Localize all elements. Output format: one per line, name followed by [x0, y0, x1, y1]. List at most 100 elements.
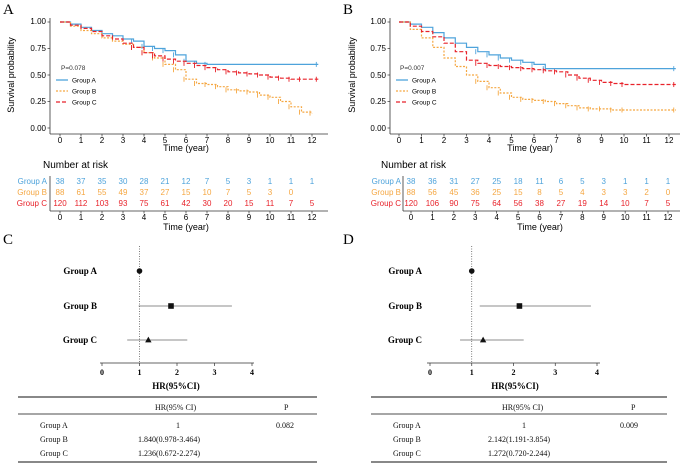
forest-row-label-b: Group B — [388, 301, 422, 311]
risk-value-a: 7 — [205, 177, 210, 186]
risk-value-a: 27 — [471, 177, 480, 186]
table-row-group: Group B — [393, 435, 421, 444]
risk-value-a: 5 — [580, 177, 585, 186]
risk-value-b: 4 — [580, 188, 585, 197]
km-panel-a: A Survival probability 0.00 0.25 0.50 0.… — [3, 2, 328, 232]
risk-x-tick-label: 1 — [79, 213, 84, 222]
risk-x-tick-label: 10 — [621, 213, 630, 222]
risk-x-tick-label: 5 — [163, 213, 168, 222]
table-header-p: P — [631, 403, 636, 412]
risk-value-a: 1 — [289, 177, 294, 186]
km-x-tick-label: 0 — [58, 136, 63, 145]
risk-value-b: 49 — [119, 188, 128, 197]
risk-row-name-b: Group B — [371, 188, 401, 197]
risk-value-b: 0 — [666, 188, 671, 197]
forest-row-label-c: Group C — [388, 335, 422, 345]
risk-value-a: 12 — [182, 177, 191, 186]
forest-x-tick-label: 1 — [470, 368, 474, 377]
km-curve-group-b — [399, 21, 676, 111]
legend-label-a: Group A — [72, 78, 97, 85]
km-y-tick: 0.00 — [30, 124, 46, 133]
km-x-ticks: 0 1 2 3 4 5 6 7 8 9 10 11 12 — [397, 134, 674, 145]
table-row-hr: 1 — [522, 421, 526, 430]
legend-label-b: Group B — [412, 89, 436, 96]
km-x-tick-label: 8 — [577, 136, 582, 145]
risk-x-ticks: 0 1 2 3 4 5 6 7 8 9 10 11 12 — [58, 211, 317, 222]
km-x-tick-label: 11 — [642, 136, 651, 145]
risk-value-c: 19 — [578, 199, 587, 208]
risk-row-name-c: Group C — [371, 199, 401, 208]
forest-marks — [460, 246, 591, 363]
risk-x-tick-label: 3 — [121, 213, 126, 222]
risk-value-c: 90 — [449, 199, 458, 208]
km-x-tick-label: 9 — [247, 136, 252, 145]
risk-value-c: 38 — [535, 199, 544, 208]
km-x-tick-label: 1 — [419, 136, 424, 145]
risk-value-b: 37 — [140, 188, 149, 197]
table-row-hr: 2.142(1.191-3.854) — [488, 435, 550, 444]
forest-panel-d: D Group A Group B Group C 0 1 2 3 4 HR(95%CI… — [343, 232, 667, 463]
km-panel-b: B Survival probability 0.00 0.25 0.50 0.… — [343, 2, 680, 232]
risk-row-name-c: Group C — [17, 199, 47, 208]
risk-value-b: 0 — [289, 188, 294, 197]
forest-row-label-c: Group C — [63, 335, 97, 345]
table-row-group: Group B — [40, 435, 68, 444]
km-x-tick-label: 12 — [308, 136, 317, 145]
risk-value-c: 106 — [426, 199, 440, 208]
risk-x-tick-label: 2 — [452, 213, 457, 222]
hr-table: HR(95% CI) P Group A 1 0.009 Group B 2.1… — [371, 396, 667, 463]
risk-value-c: 15 — [245, 199, 254, 208]
risk-value-b: 88 — [407, 188, 416, 197]
forest-x-ticks: 0 1 2 3 4 — [100, 363, 254, 377]
risk-value-c: 42 — [182, 199, 191, 208]
risk-x-tick-label: 7 — [205, 213, 210, 222]
forest-panel-c: C Group A Group B Group C 0 1 2 3 4 HR(95%CI… — [3, 232, 317, 463]
forest-x-tick-label: 4 — [250, 368, 254, 377]
risk-value-c: 11 — [266, 199, 275, 208]
risk-row-name-a: Group A — [372, 177, 402, 186]
risk-value-a: 21 — [161, 177, 170, 186]
forest-row-label-a: Group A — [388, 266, 422, 276]
risk-value-b: 55 — [98, 188, 107, 197]
forest-row-label-a: Group A — [63, 266, 97, 276]
km-y-tick: 0.00 — [370, 124, 386, 133]
risk-value-c: 10 — [621, 199, 630, 208]
risk-x-tick-label: 12 — [664, 213, 673, 222]
km-x-tick-label: 3 — [464, 136, 469, 145]
risk-x-tick-label: 2 — [100, 213, 105, 222]
km-y-tick: 0.75 — [370, 44, 386, 53]
risk-xlabel: Time (year) — [163, 222, 209, 232]
risk-x-tick-label: 11 — [642, 213, 651, 222]
forest-x-tick-label: 2 — [512, 368, 516, 377]
risk-value-b: 36 — [471, 188, 480, 197]
p-value: P=0.007 — [400, 65, 425, 72]
risk-value-c: 30 — [203, 199, 212, 208]
risk-value-a: 3 — [602, 177, 607, 186]
forest-x-tick-label: 2 — [175, 368, 179, 377]
km-y-tick: 0.25 — [30, 97, 46, 106]
forest-point-triangle — [479, 336, 487, 343]
risk-values: 38 37 35 30 28 21 12 7 5 3 1 1 188 61 55 49 37 27 15 10 7 5 3 0… — [53, 177, 314, 208]
risk-value-a: 1 — [666, 177, 671, 186]
risk-value-a: 18 — [514, 177, 523, 186]
risk-value-c: 112 — [75, 199, 88, 208]
risk-value-a: 3 — [247, 177, 252, 186]
forest-marks — [127, 246, 232, 363]
panel-letter-b: B — [343, 2, 353, 18]
km-curve-group-b — [60, 21, 313, 114]
risk-value-a: 38 — [407, 177, 416, 186]
risk-row-name-a: Group A — [18, 177, 48, 186]
forest-x-tick-label: 1 — [138, 368, 142, 377]
km-x-tick-label: 8 — [226, 136, 231, 145]
risk-value-a: 5 — [226, 177, 231, 186]
forest-x-tick-label: 0 — [428, 368, 432, 377]
km-x-tick-label: 6 — [184, 136, 189, 145]
risk-value-b: 61 — [77, 188, 86, 197]
risk-value-a: 31 — [449, 177, 458, 186]
km-curves — [60, 21, 319, 116]
risk-x-tick-label: 11 — [287, 213, 296, 222]
risk-value-b: 45 — [449, 188, 458, 197]
km-ylabel: Survival probability — [6, 37, 16, 113]
km-xlabel: Time (year) — [163, 143, 209, 153]
